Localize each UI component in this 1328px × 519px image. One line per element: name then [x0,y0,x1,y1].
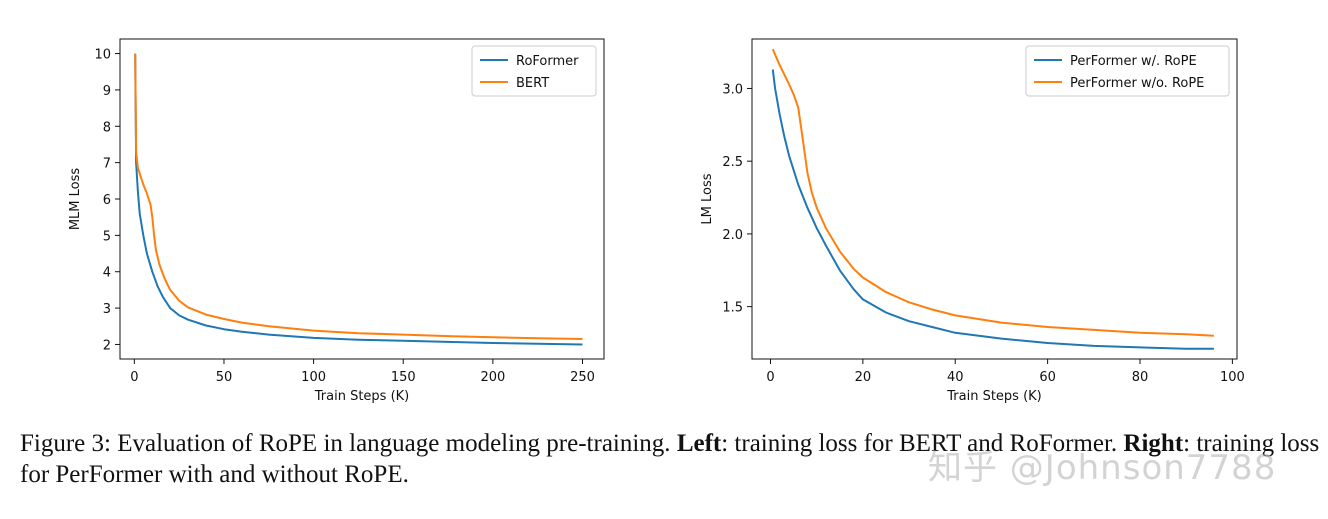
x-tick-label: 150 [391,370,416,385]
y-tick-label: 7 [103,157,111,172]
y-axis-label: MLM Loss [68,168,83,231]
x-tick-label: 40 [947,370,964,385]
plot-frame [751,38,1238,360]
series-line-bert [134,53,583,340]
legend-box [1025,45,1230,97]
x-tick-label: 20 [855,370,872,385]
y-tick-label: 6 [103,193,111,208]
y-axis-label: LM Loss [700,173,715,224]
legend: RoFormer BERT [471,45,597,97]
figure-caption: Figure 3: Evaluation of RoPE in language… [20,428,1320,490]
chart-left: 0 50 100 150 200 250 2 3 4 5 6 7 8 9 10 Train Steps (K)… [68,38,605,404]
x-tick-label: 0 [130,370,138,385]
series-line-performer-w-rope [771,69,1214,350]
chart-right: 0 20 40 60 80 100 1.5 2.0 2.5 3.0 Train Steps (K) L… [700,38,1245,404]
legend-box [471,45,597,97]
x-tick-label: 100 [1220,370,1245,385]
y-tick-label: 3 [103,302,111,317]
x-tick-label: 0 [766,370,774,385]
y-tick-label: 8 [103,120,111,135]
y-tick-label: 10 [94,48,111,63]
caption-left-label: Left [676,430,722,457]
x-tick-label: 100 [301,370,326,385]
watermark: 知乎 @Johnson7788 [928,448,1277,488]
x-tick-label: 250 [570,370,595,385]
series-line-performer-w-o-rope [771,48,1214,337]
x-tick-label: 200 [480,370,505,385]
caption-right-label: Right [1123,430,1184,457]
caption-middle: : training loss for BERT and RoFormer. [721,430,1124,457]
x-axis-label: Train Steps (K) [946,389,1042,404]
x-tick-label: 80 [1132,370,1149,385]
y-tick-label: 2.0 [722,228,743,243]
x-axis-label: Train Steps (K) [314,389,410,404]
legend-label: PerFormer w/. RoPE [1070,54,1197,69]
legend-label: RoFormer [516,54,579,69]
series-line-roformer [134,53,583,346]
y-tick-label: 5 [103,229,111,244]
y-tick-label: 9 [103,84,111,99]
x-tick-label: 60 [1039,370,1056,385]
legend-label: PerFormer w/o. RoPE [1070,76,1204,91]
legend: PerFormer w/. RoPE PerFormer w/o. RoPE [1025,45,1230,97]
y-tick-label: 3.0 [722,82,743,97]
caption-prefix: Figure 3: Evaluation of RoPE in language… [20,430,677,457]
y-tick-label: 1.5 [722,301,743,316]
caption-suffix: : training loss for PerFormer with and w… [20,430,1320,488]
y-tick-label: 2 [103,338,111,353]
legend-label: BERT [516,76,549,91]
y-tick-label: 4 [103,266,111,281]
x-tick-label: 50 [216,370,233,385]
y-tick-label: 2.5 [722,155,743,170]
